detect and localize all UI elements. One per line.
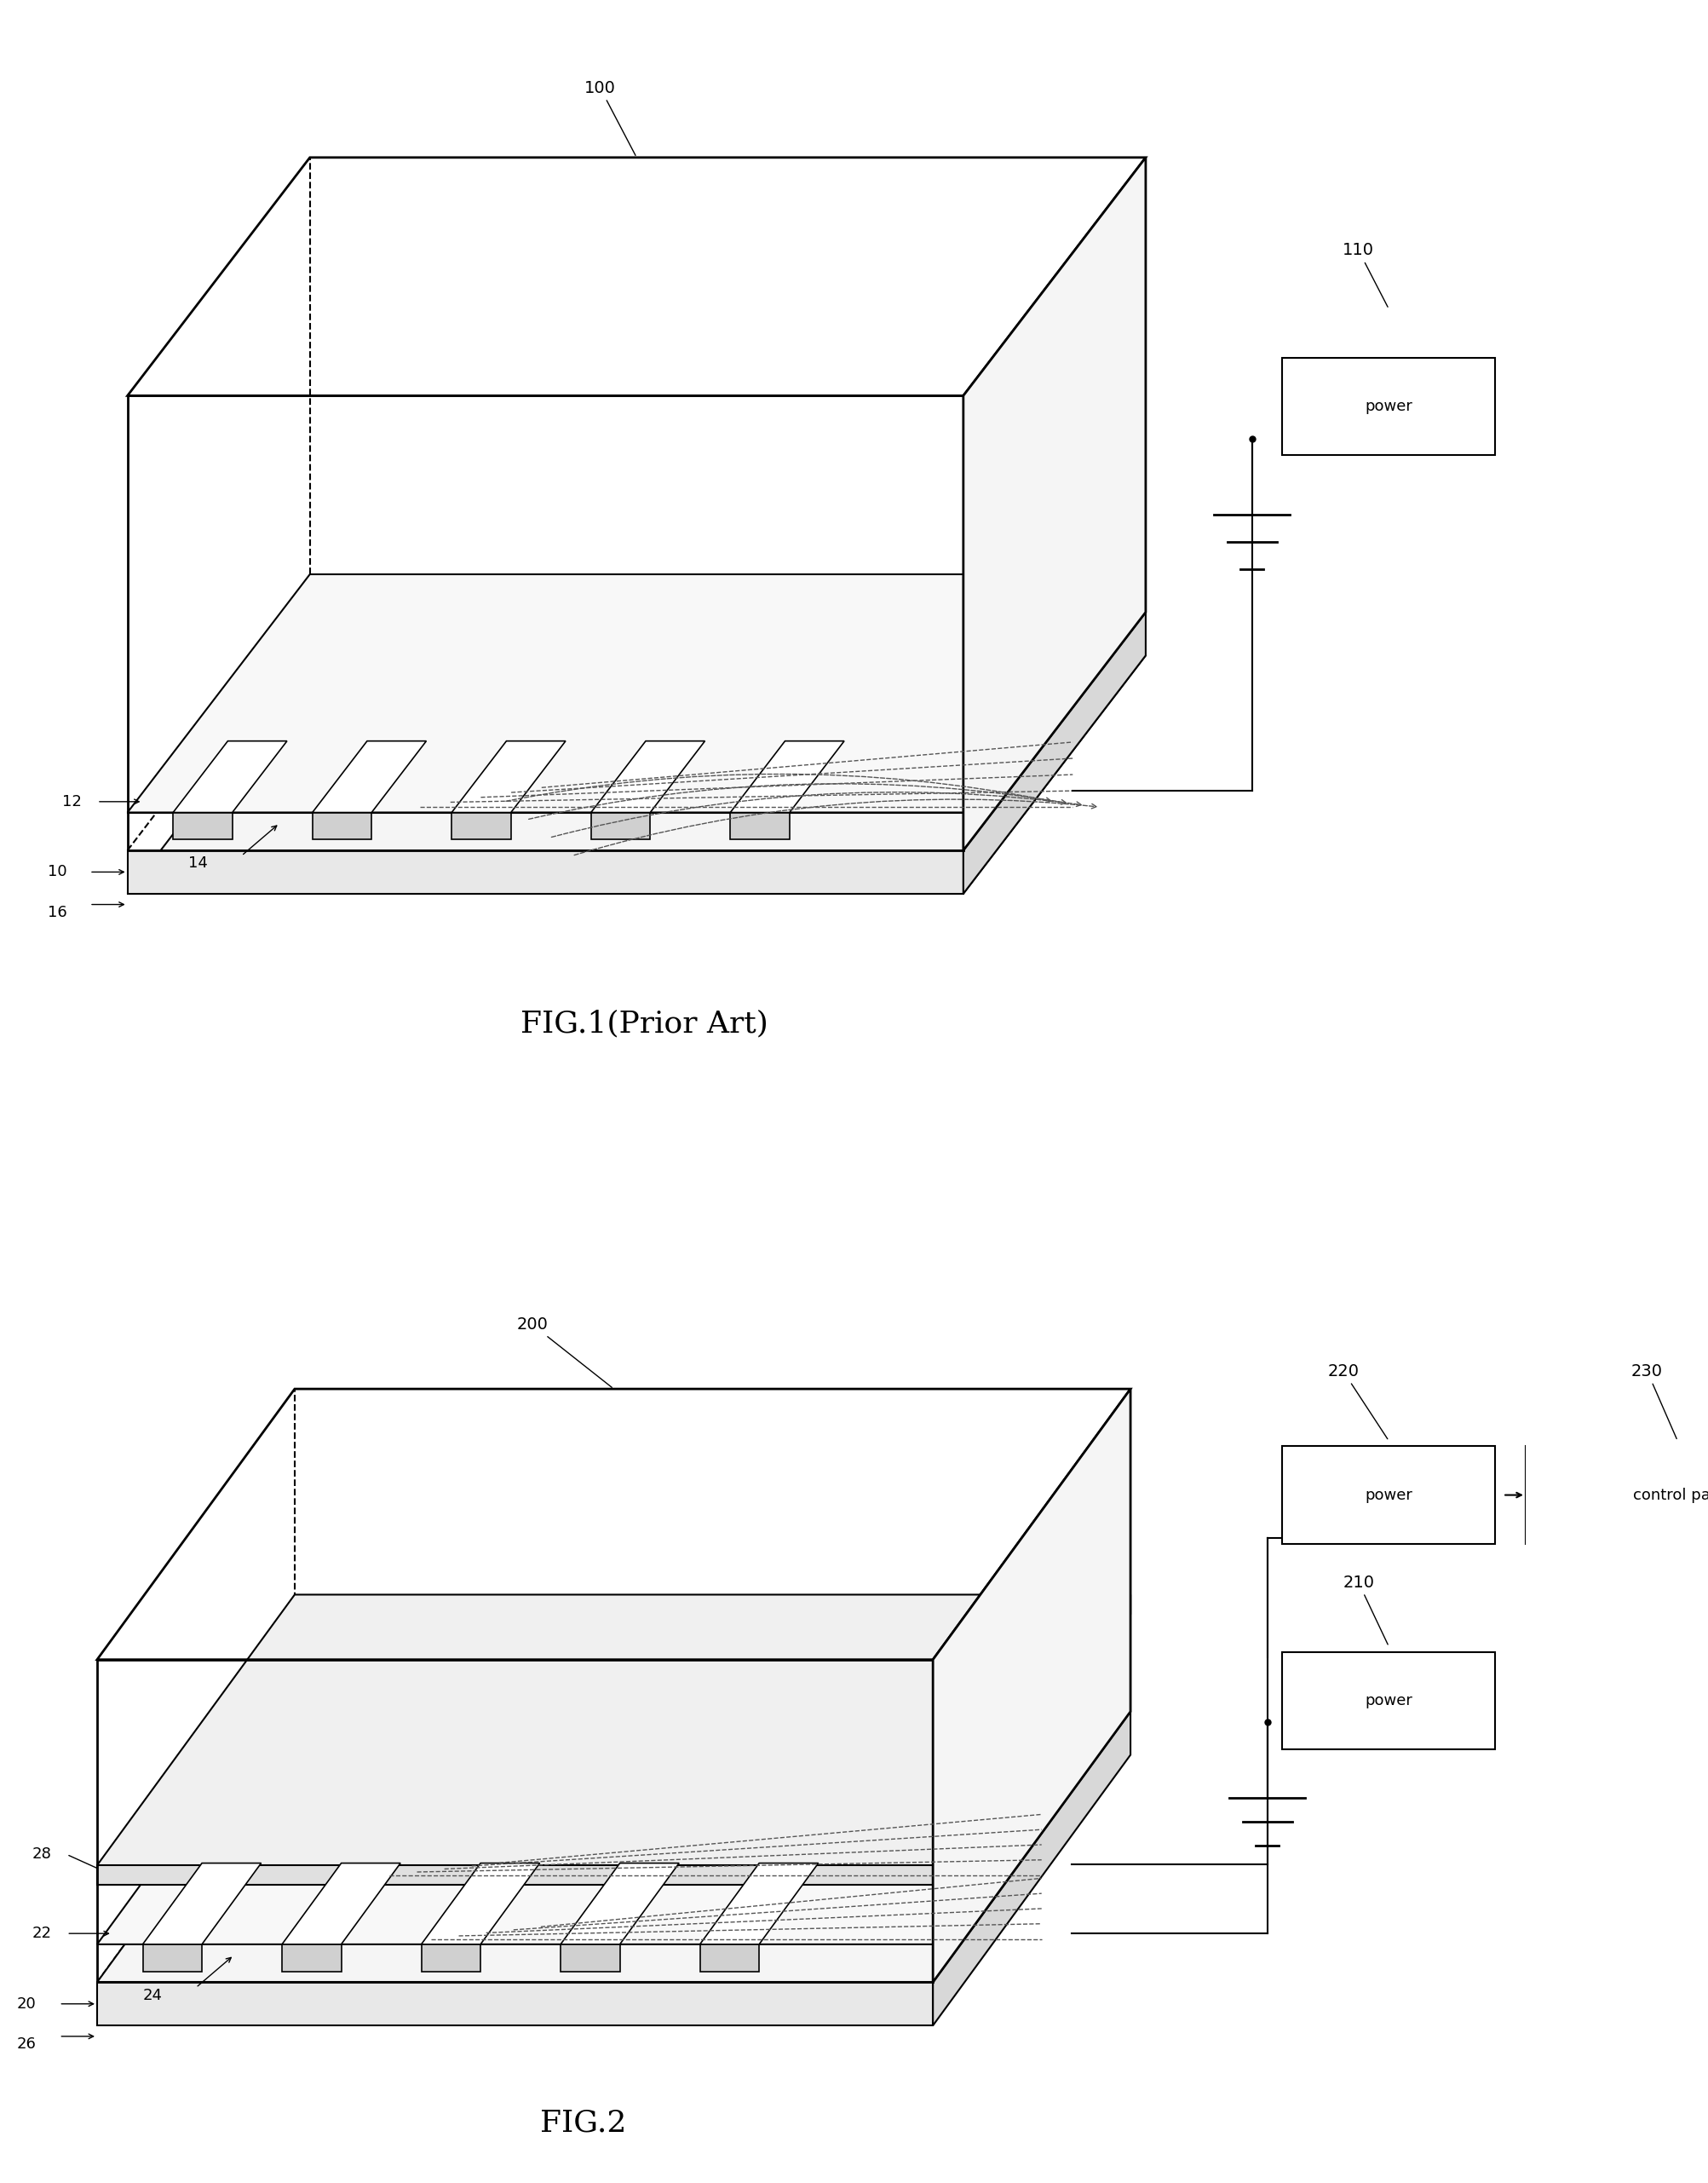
Text: 10: 10 (48, 864, 67, 880)
FancyBboxPatch shape (1281, 1447, 1494, 1543)
Polygon shape (173, 812, 232, 840)
Polygon shape (591, 812, 649, 840)
Text: FIG.1(Prior Art): FIG.1(Prior Art) (519, 1009, 767, 1039)
FancyBboxPatch shape (1281, 1653, 1494, 1749)
Polygon shape (700, 1945, 758, 1971)
Text: 100: 100 (584, 81, 635, 155)
Polygon shape (128, 655, 1144, 893)
Polygon shape (128, 851, 963, 893)
Polygon shape (451, 740, 565, 812)
Text: 200: 200 (516, 1316, 611, 1388)
Polygon shape (97, 1674, 1131, 1945)
Polygon shape (933, 1388, 1131, 1982)
Text: 16: 16 (48, 904, 67, 919)
Text: FIG.2: FIG.2 (540, 2109, 627, 2137)
Polygon shape (282, 1862, 400, 1945)
Polygon shape (282, 1945, 342, 1971)
Text: 230: 230 (1631, 1362, 1676, 1439)
Text: power: power (1365, 399, 1413, 415)
Polygon shape (97, 1594, 1131, 1864)
Polygon shape (560, 1945, 620, 1971)
Polygon shape (591, 740, 705, 812)
Polygon shape (97, 1982, 933, 2026)
Polygon shape (729, 812, 789, 840)
Text: 12: 12 (63, 795, 82, 810)
Polygon shape (729, 740, 844, 812)
Text: 24: 24 (142, 1989, 162, 2004)
Polygon shape (97, 1711, 1131, 1982)
Polygon shape (422, 1862, 540, 1945)
Polygon shape (451, 812, 511, 840)
Polygon shape (128, 574, 1144, 812)
Polygon shape (313, 740, 425, 812)
Polygon shape (933, 1711, 1131, 2026)
Polygon shape (313, 812, 371, 840)
Polygon shape (560, 1862, 678, 1945)
Polygon shape (97, 1864, 933, 1884)
Text: 110: 110 (1342, 242, 1387, 308)
Polygon shape (933, 1594, 1131, 1884)
Text: 28: 28 (32, 1847, 51, 1862)
Polygon shape (422, 1945, 480, 1971)
Text: power: power (1365, 1487, 1413, 1502)
Polygon shape (963, 611, 1144, 893)
Polygon shape (142, 1945, 202, 1971)
FancyBboxPatch shape (1281, 358, 1494, 456)
Polygon shape (700, 1862, 818, 1945)
Polygon shape (173, 740, 287, 812)
Text: power: power (1365, 1694, 1413, 1709)
Text: 14: 14 (188, 856, 208, 871)
Polygon shape (963, 157, 1144, 851)
Text: 26: 26 (17, 2037, 36, 2052)
FancyBboxPatch shape (1525, 1447, 1708, 1543)
Text: control part: control part (1631, 1487, 1708, 1502)
Polygon shape (142, 1862, 261, 1945)
Text: 22: 22 (32, 1925, 51, 1941)
Text: 220: 220 (1327, 1362, 1387, 1439)
Text: 210: 210 (1342, 1574, 1387, 1644)
Text: 20: 20 (17, 1995, 36, 2011)
